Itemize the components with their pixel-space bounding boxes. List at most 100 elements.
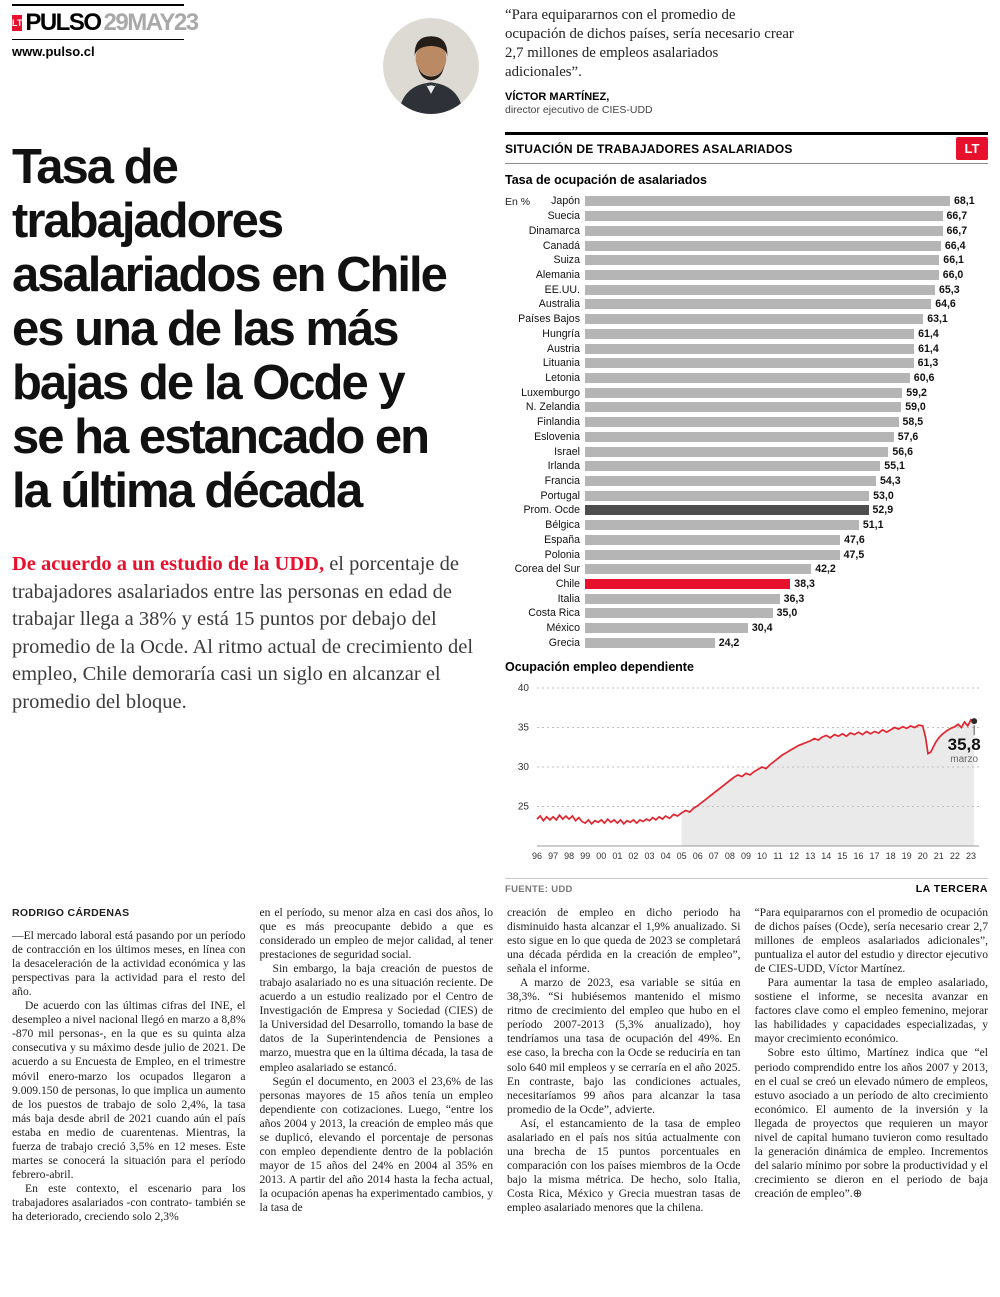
bar-row: Canadá 66,4 [505,238,988,253]
bar-category-label: España [544,533,580,546]
svg-text:10: 10 [757,851,767,861]
bar-value: 52,9 [872,504,894,517]
bar-category-label: N. Zelandia [525,401,580,414]
bar-value: 47,5 [843,548,865,561]
svg-text:01: 01 [612,851,622,861]
article-column-4: “Para equipararnos con el promedio de oc… [755,906,989,1224]
lead-paragraph: De acuerdo a un estudio de la UDD, el po… [12,551,498,716]
headline-line: la última década [12,464,363,518]
page-title: Tasa de trabajadores asalariados en Chile e… [12,140,504,518]
headline-line: es una de las más [12,302,399,356]
svg-text:07: 07 [709,851,719,861]
bar [585,196,950,207]
bar-row: Dinamarca 66,7 [505,223,988,238]
svg-text:96: 96 [532,851,542,861]
column-1-text: —El mercado laboral está pasando por un … [12,929,246,1224]
bar-category-label: Países Bajos [518,313,580,326]
lead-text: el porcentaje de trabajadores asalariado… [12,553,474,713]
svg-text:17: 17 [870,851,880,861]
bar-value: 63,1 [927,313,948,326]
svg-text:22: 22 [950,851,960,861]
bar-value: 55,1 [884,460,905,473]
bar-row: Prom. Ocde 52,9 [505,503,988,518]
bar-value: 51,1 [862,519,884,532]
bar-category-label: Hungría [542,327,580,340]
bar-category-label: Austria [547,342,580,355]
bar [585,476,876,487]
headline-line: asalariados en Chile [12,248,448,302]
svg-text:12: 12 [789,851,799,861]
bar-value: 61,4 [918,342,939,355]
bar-value: 66,7 [946,224,968,237]
masthead: LT PULSO 29MAY23 www.pulso.cl [12,4,199,61]
brand-name: PULSO [25,9,102,36]
svg-text:13: 13 [805,851,815,861]
bar-category-label: Bélgica [545,519,580,532]
bar-row: Lituania 61,3 [505,356,988,371]
bar-value: 36,3 [783,592,805,605]
bar-category-label: Corea del Sur [514,563,580,576]
svg-text:11: 11 [773,851,782,861]
line-chart-svg: 25 30 35 40 96 97 98 99 00 01 02 03 04 05 06 07 08 09 10 11… [518,683,979,861]
svg-text:99: 99 [580,851,590,861]
body-paragraph: Para aumentar la tasa de empleo asalaria… [754,976,989,1046]
article-body: RODRIGO CÁRDENAS —El mercado laboral est… [12,906,988,1224]
svg-text:03: 03 [645,851,655,861]
bar-row: Australia 64,6 [505,297,988,312]
svg-text:09: 09 [741,851,751,861]
bar [585,387,903,398]
bar-value: 65,3 [939,283,960,296]
svg-text:20: 20 [918,851,928,861]
pull-quote: “Para equipararnos con el promedio de oc… [505,6,797,116]
bar-category-label: Costa Rica [528,607,580,620]
headline-line: Tasa de [12,140,179,194]
bar [585,328,915,339]
bar [585,211,943,222]
bar [585,358,914,369]
site-url-link[interactable]: www.pulso.cl [12,44,95,59]
bar-row: Israel 56,6 [505,444,988,459]
author-photo-illustration [383,18,479,114]
line-chart: 25 30 35 40 96 97 98 99 00 01 02 03 04 05 06 07 08 09 10 11… [505,678,988,870]
quote-author-role: director ejecutivo de CIES-UDD [505,104,653,116]
bar [585,299,932,310]
svg-text:25: 25 [518,802,530,813]
bar-category-label: Dinamarca [528,224,580,237]
bar-category-label: Alemania [535,268,580,281]
chart-credit: LA TERCERA [915,883,988,896]
chart-panel: SITUACIÓN DE TRABAJADORES ASALARIADOS LT… [505,132,988,895]
bar [585,372,910,383]
bar-value: 68,1 [954,195,975,208]
svg-text:06: 06 [693,851,703,861]
bar-row: Francia 54,3 [505,474,988,489]
bar-value: 66,7 [946,210,968,223]
edition-date: 29MAY23 [103,9,200,36]
chart-panel-title: SITUACIÓN DE TRABAJADORES ASALARIADOS [505,141,793,156]
bar [585,564,812,575]
bar-category-label: Grecia [548,636,580,649]
svg-text:02: 02 [628,851,638,861]
bar-category-label: Suiza [553,254,581,267]
bar-value: 53,0 [873,489,894,502]
svg-text:14: 14 [821,851,831,861]
svg-text:16: 16 [853,851,863,861]
headline-line: trabajadores [12,194,284,248]
article-column-1: RODRIGO CÁRDENAS —El mercado laboral est… [12,906,246,1224]
bar [585,284,935,295]
bar [585,490,870,501]
bar-row: Grecia 24,2 [505,636,988,651]
chart-panel-header: SITUACIÓN DE TRABAJADORES ASALARIADOS LT [505,132,988,164]
bar [585,255,940,266]
svg-text:98: 98 [564,851,574,861]
bar [585,314,924,325]
bar-value: 56,6 [892,445,914,458]
bar-category-label: Suecia [547,210,580,223]
svg-text:15: 15 [837,851,847,861]
article-column-3: creación de empleo en dicho periodo ha d… [507,906,741,1224]
headline-line: bajas de la Ocde y [12,356,406,410]
svg-text:23: 23 [966,851,976,861]
bar-value: 61,3 [917,357,939,370]
bar-category-label: Eslovenia [534,430,580,443]
svg-text:40: 40 [518,683,530,694]
